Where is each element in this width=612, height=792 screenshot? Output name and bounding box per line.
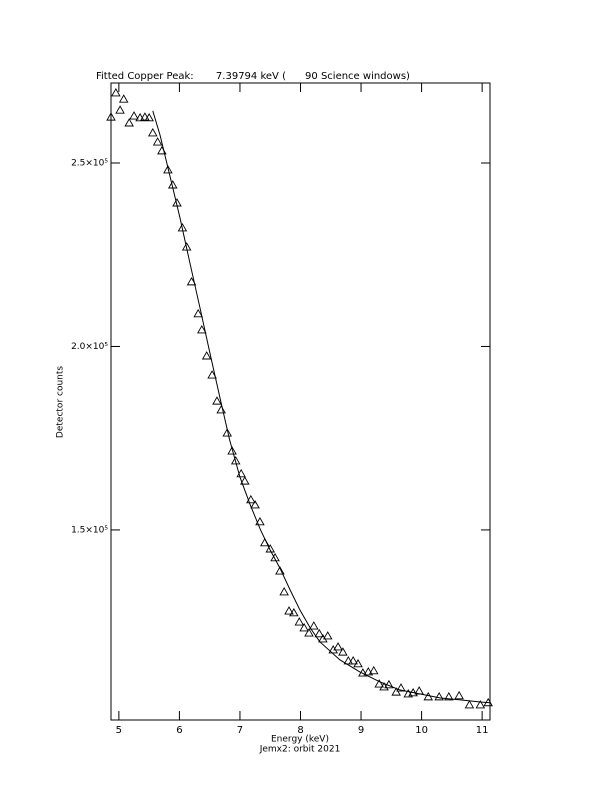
data-point — [240, 476, 250, 485]
y-axis-label: Detector counts — [56, 366, 66, 438]
data-point — [284, 606, 294, 615]
data-point — [374, 679, 384, 688]
chart-title: Fitted Copper Peak: 7.39794 keV ( 90 Sci… — [96, 71, 410, 82]
data-point — [444, 691, 454, 701]
data-point — [111, 88, 121, 97]
data-point — [129, 111, 139, 120]
data-point — [193, 308, 203, 318]
data-point — [279, 587, 289, 596]
y-tick-label: 2.0×10⁵ — [71, 342, 108, 352]
data-point — [186, 276, 197, 286]
data-point — [391, 687, 401, 696]
x-axis-label: Energy (keV) — [271, 735, 329, 745]
data-point — [294, 617, 305, 626]
data-point — [270, 552, 280, 562]
y-tick-label: 2.5×10⁵ — [71, 158, 108, 168]
data-point — [246, 494, 256, 504]
x-tick-label: 8 — [297, 725, 303, 736]
data-point — [265, 544, 276, 553]
y-tick-label: 1.5×10⁵ — [71, 525, 108, 535]
x-tick-label: 6 — [176, 725, 182, 736]
data-point — [230, 456, 241, 465]
data-point — [255, 516, 265, 526]
data-point — [314, 628, 325, 638]
data-point — [396, 683, 406, 692]
data-point — [140, 112, 150, 121]
data-point — [227, 446, 237, 455]
x-tick-label: 7 — [237, 725, 243, 736]
data-point — [353, 658, 363, 668]
data-point — [250, 500, 260, 509]
data-point — [299, 622, 309, 632]
data-point — [163, 165, 173, 174]
data-point — [201, 351, 212, 360]
data-point — [475, 700, 486, 709]
data-point — [322, 631, 333, 640]
data-point — [333, 642, 343, 651]
data-point — [207, 370, 217, 379]
data-point — [368, 665, 379, 675]
data-point — [328, 645, 338, 654]
data-point — [289, 607, 299, 617]
data-point — [152, 137, 163, 146]
subtitle: Jemx2: orbit 2021 — [259, 745, 341, 755]
data-point — [212, 396, 222, 405]
data-point — [318, 633, 328, 643]
x-tick-label: 9 — [358, 725, 364, 736]
x-tick-label: 11 — [476, 725, 489, 736]
data-point — [304, 628, 314, 637]
data-point — [309, 621, 319, 630]
data-point — [434, 691, 444, 701]
data-point — [124, 118, 134, 127]
x-tick-label: 5 — [116, 725, 122, 736]
data-point — [118, 94, 129, 103]
data-point — [216, 405, 226, 414]
data-point — [197, 325, 207, 334]
data-point — [275, 566, 285, 575]
data-point — [454, 690, 464, 700]
x-tick-label: 10 — [415, 725, 428, 736]
data-point — [338, 647, 348, 656]
data-point — [348, 656, 358, 665]
data-point — [464, 700, 475, 709]
data-point — [144, 112, 154, 122]
fit-line — [152, 110, 491, 704]
data-point — [147, 127, 158, 137]
data-point — [106, 112, 116, 121]
data-point — [363, 667, 374, 676]
data-point — [343, 656, 354, 665]
data-point — [222, 428, 233, 437]
data-point — [115, 105, 125, 114]
